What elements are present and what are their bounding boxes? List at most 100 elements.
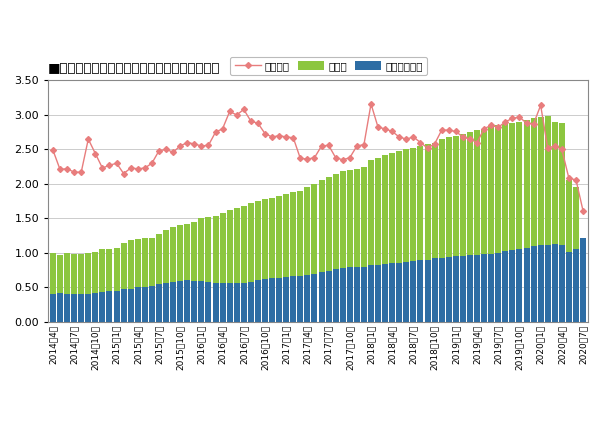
Bar	[467, 132, 473, 322]
Bar	[502, 252, 508, 322]
Bar	[290, 192, 296, 322]
Bar	[156, 284, 162, 322]
Bar	[205, 282, 211, 322]
Bar	[276, 196, 282, 322]
Bar	[530, 246, 536, 322]
Bar	[326, 271, 332, 322]
Bar	[220, 283, 226, 322]
Bar	[559, 245, 565, 322]
Bar	[326, 177, 332, 322]
Bar	[509, 123, 515, 322]
求人倍率	[367, 101, 374, 106]
Bar	[262, 279, 268, 322]
Bar	[298, 276, 304, 322]
Bar	[255, 201, 261, 322]
Bar	[106, 291, 112, 322]
Bar	[269, 278, 275, 322]
Bar	[191, 281, 197, 322]
Bar	[78, 254, 84, 322]
Bar	[418, 146, 424, 322]
Bar	[524, 248, 530, 322]
Bar	[375, 265, 381, 322]
Bar	[552, 122, 558, 322]
Bar	[262, 199, 268, 322]
Bar	[431, 143, 437, 322]
Bar	[382, 155, 388, 322]
Bar	[580, 238, 586, 322]
Bar	[361, 267, 367, 322]
Bar	[460, 134, 466, 322]
Bar	[375, 158, 381, 322]
Bar	[199, 219, 205, 322]
Bar	[460, 256, 466, 322]
Bar	[283, 194, 289, 322]
Bar	[488, 127, 494, 322]
Bar	[212, 283, 218, 322]
Bar	[425, 260, 431, 322]
Bar	[78, 294, 84, 322]
Bar	[163, 283, 169, 322]
Bar	[220, 213, 226, 322]
求人倍率	[325, 143, 332, 148]
Bar	[410, 148, 416, 322]
Bar	[517, 122, 523, 322]
Bar	[332, 270, 338, 322]
Bar	[418, 261, 424, 322]
Bar	[255, 280, 261, 322]
Bar	[85, 253, 91, 322]
Bar	[135, 239, 141, 322]
Bar	[113, 248, 119, 322]
Bar	[368, 265, 374, 322]
Bar	[290, 276, 296, 322]
Bar	[212, 215, 218, 322]
Bar	[474, 130, 480, 322]
Bar	[403, 149, 409, 322]
Bar	[354, 169, 360, 322]
Bar	[71, 294, 77, 322]
Bar	[552, 244, 558, 322]
Bar	[382, 264, 388, 322]
Bar	[488, 253, 494, 322]
Bar	[248, 203, 254, 322]
Bar	[142, 287, 148, 322]
Text: ■転職求人倍率・求人数・転職希望者数の推移: ■転職求人倍率・求人数・転職希望者数の推移	[48, 62, 221, 75]
Bar	[566, 252, 572, 322]
Bar	[177, 281, 183, 322]
Bar	[545, 116, 551, 322]
Bar	[248, 282, 254, 322]
Bar	[446, 137, 452, 322]
Bar	[276, 278, 282, 322]
Bar	[149, 286, 155, 322]
Bar	[453, 256, 459, 322]
Bar	[170, 282, 176, 322]
Bar	[559, 123, 565, 322]
求人倍率	[233, 112, 241, 118]
Bar	[368, 160, 374, 322]
Bar	[425, 144, 431, 322]
Bar	[538, 245, 544, 322]
Bar	[495, 253, 501, 322]
Bar	[92, 252, 98, 322]
Bar	[227, 283, 233, 322]
Bar	[177, 225, 183, 322]
Bar	[50, 294, 56, 322]
Bar	[304, 275, 310, 322]
Bar	[283, 277, 289, 322]
Bar	[410, 261, 416, 322]
Bar	[170, 227, 176, 322]
Bar	[389, 153, 395, 322]
Bar	[142, 238, 148, 322]
Bar	[573, 187, 579, 322]
Bar	[396, 262, 402, 322]
Bar	[163, 230, 169, 322]
Bar	[481, 129, 487, 322]
Bar	[347, 267, 353, 322]
Bar	[545, 245, 551, 322]
Bar	[298, 191, 304, 322]
Bar	[156, 234, 162, 322]
Bar	[121, 289, 127, 322]
Bar	[403, 262, 409, 322]
Bar	[199, 281, 205, 322]
Bar	[319, 181, 325, 322]
Bar	[184, 224, 190, 322]
